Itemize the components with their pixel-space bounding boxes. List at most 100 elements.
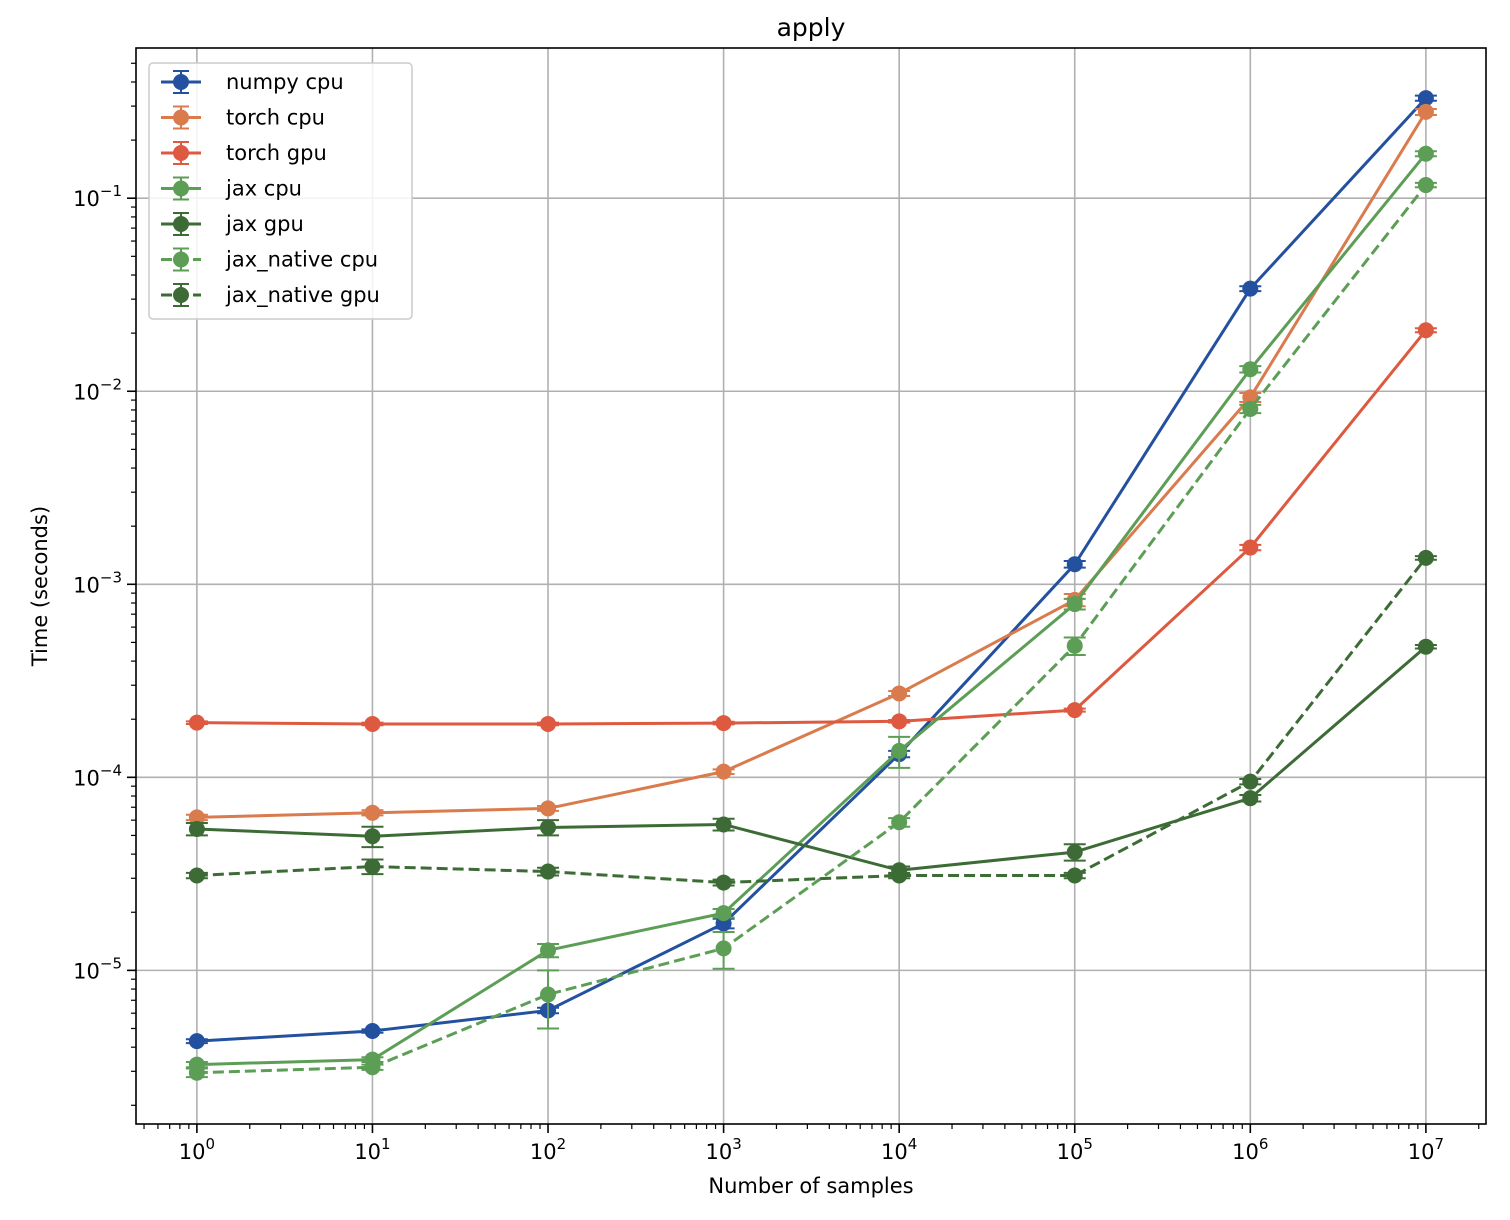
data-point xyxy=(1242,389,1259,406)
data-point xyxy=(1242,361,1259,378)
y-tick-label: 10−2 xyxy=(73,375,122,404)
data-point xyxy=(1242,539,1259,556)
data-point xyxy=(1242,773,1259,790)
y-tick-base: 10 xyxy=(73,187,100,211)
data-point xyxy=(1417,322,1434,339)
data-point xyxy=(188,1033,205,1050)
data-point xyxy=(188,820,205,837)
x-tick-base: 10 xyxy=(1232,1140,1259,1164)
x-tick-label: 105 xyxy=(1057,1135,1093,1164)
data-point xyxy=(715,940,732,957)
data-point xyxy=(364,715,381,732)
data-point xyxy=(364,804,381,821)
data-point xyxy=(715,816,732,833)
legend-marker xyxy=(173,145,189,161)
data-point xyxy=(364,1059,381,1076)
data-point xyxy=(1417,103,1434,120)
data-point xyxy=(715,763,732,780)
data-point xyxy=(891,814,908,831)
x-tick-exponent: 1 xyxy=(381,1135,391,1153)
data-point xyxy=(891,867,908,884)
data-point xyxy=(1417,90,1434,107)
series-jax-native-cpu xyxy=(185,177,1437,1081)
series-line-jax-native-gpu xyxy=(196,556,1428,885)
data-point xyxy=(1066,596,1083,613)
legend-marker xyxy=(173,180,189,197)
x-tick-exponent: 6 xyxy=(1259,1135,1269,1153)
y-tick-base: 10 xyxy=(73,380,100,404)
data-point xyxy=(540,942,557,959)
axis-ticks: 100 101 102 103 104 105 106 10710−510−410−310−2… xyxy=(73,62,1480,1164)
legend: numpy cpu torch cpu torch gpu jax cpu jax gp… xyxy=(148,62,413,320)
data-point xyxy=(891,742,908,759)
y-tick-label: 10−5 xyxy=(73,954,122,983)
y-tick-exponent: −1 xyxy=(100,182,122,200)
legend-item: jax_native gpu xyxy=(161,283,380,308)
y-tick-label: 10−1 xyxy=(73,182,122,211)
data-point xyxy=(540,800,557,817)
data-point xyxy=(540,819,557,836)
data-point xyxy=(1417,638,1434,655)
data-point xyxy=(1242,280,1259,297)
data-point xyxy=(364,858,381,875)
series-line-torch-cpu xyxy=(196,111,1428,819)
plot-frame xyxy=(135,47,1487,1125)
series-line-numpy-cpu xyxy=(196,97,1427,1043)
legend-item: jax_native cpu xyxy=(161,247,378,273)
legend-label: jax gpu xyxy=(225,212,304,236)
x-tick-exponent: 3 xyxy=(732,1135,742,1153)
y-tick-exponent: −3 xyxy=(100,568,122,586)
x-tick-label: 103 xyxy=(705,1135,741,1164)
data-point xyxy=(1242,400,1259,417)
data-point xyxy=(1417,145,1434,162)
x-tick-exponent: 2 xyxy=(557,1135,567,1153)
legend-marker xyxy=(173,216,189,232)
series-line-jax-gpu xyxy=(196,645,1427,872)
data-point xyxy=(1066,867,1083,884)
series-jax-gpu xyxy=(185,638,1437,879)
series-jax-native-gpu xyxy=(185,549,1437,891)
series-torch-gpu xyxy=(185,322,1437,732)
legend-label: jax_native cpu xyxy=(225,248,378,273)
y-tick-exponent: −5 xyxy=(100,954,122,972)
data-point xyxy=(1066,844,1083,861)
x-tick-label: 104 xyxy=(881,1135,917,1164)
data-point xyxy=(1417,177,1434,194)
x-tick-base: 10 xyxy=(1408,1140,1435,1164)
y-tick-exponent: −2 xyxy=(100,375,122,393)
data-point xyxy=(188,867,205,884)
x-tick-base: 10 xyxy=(530,1140,557,1164)
series-line-jax-cpu xyxy=(196,152,1428,1067)
data-point xyxy=(364,1023,381,1040)
y-tick-base: 10 xyxy=(73,766,100,790)
data-point xyxy=(364,828,381,845)
y-axis-label: Time (seconds) xyxy=(28,506,52,667)
x-tick-exponent: 0 xyxy=(205,1135,215,1153)
chart-title: apply xyxy=(777,13,846,42)
legend-marker xyxy=(173,251,189,268)
data-point xyxy=(715,874,732,891)
data-point xyxy=(188,809,205,826)
data-point xyxy=(715,715,732,732)
data-point xyxy=(891,713,908,730)
series-torch-cpu xyxy=(185,103,1437,826)
data-point xyxy=(891,685,908,702)
legend-item: jax cpu xyxy=(161,176,302,201)
y-tick-label: 10−4 xyxy=(73,761,122,790)
legend-item: torch gpu xyxy=(161,141,327,165)
legend-label: torch cpu xyxy=(226,106,325,130)
legend-item: numpy cpu xyxy=(161,70,344,94)
data-point xyxy=(1066,637,1083,654)
series-line-torch-gpu xyxy=(196,329,1428,726)
data-point xyxy=(540,986,557,1003)
x-tick-label: 107 xyxy=(1408,1135,1444,1164)
legend-label: torch gpu xyxy=(226,141,327,165)
y-tick-base: 10 xyxy=(73,573,100,597)
x-tick-base: 10 xyxy=(881,1140,908,1164)
x-tick-base: 10 xyxy=(705,1140,732,1164)
x-tick-label: 100 xyxy=(179,1135,215,1164)
legend-item: jax gpu xyxy=(161,212,304,236)
y-tick-label: 10−3 xyxy=(73,568,122,597)
data-point xyxy=(188,714,205,731)
